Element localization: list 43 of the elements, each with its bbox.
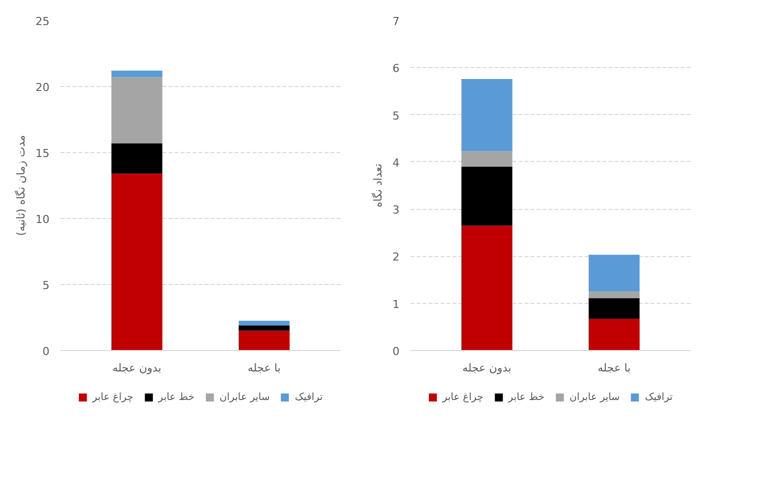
y-tick-label: 0 [42, 345, 50, 358]
y-tick-label: 20 [36, 81, 50, 94]
bar [238, 330, 290, 350]
y-axis-title: مدت زمان نگاه (ثانیه) [14, 135, 28, 236]
legend-label: خط عابر [158, 391, 194, 403]
legend-label: ترافیک [294, 391, 323, 403]
y-tick-label: 6 [392, 62, 400, 76]
bar [461, 78, 512, 152]
legend-label: ترافیک [644, 391, 673, 403]
bar [461, 151, 512, 167]
y-axis-title: تعداد نگاه [372, 164, 384, 208]
x-tick-label: بدون عجله [112, 362, 162, 374]
y-tick-label: 7 [392, 15, 400, 28]
bar [461, 166, 512, 226]
bar [111, 143, 162, 174]
bar [238, 325, 290, 331]
y-tick-label: 1 [392, 298, 400, 311]
y-tick-label: 4 [392, 156, 400, 170]
x-tick-label: با عجله [248, 362, 281, 374]
legend-label: خط عابر [508, 391, 544, 403]
bar [588, 292, 640, 298]
bar [238, 320, 290, 326]
legend-label: چراغ عابر [442, 391, 484, 403]
y-tick-label: 3 [392, 204, 400, 217]
y-tick-label: 5 [42, 279, 50, 292]
bar [461, 226, 512, 350]
y-tick-label: 25 [36, 15, 50, 28]
bar [588, 298, 640, 319]
y-tick-label: 2 [392, 250, 400, 264]
y-tick-label: 5 [392, 109, 400, 122]
legend-label: چراغ عابر [92, 391, 134, 403]
y-tick-label: 15 [36, 147, 50, 160]
legend-label: سایر عابران [569, 391, 620, 403]
x-tick-label: با عجله [598, 362, 631, 374]
y-tick-label: 0 [392, 345, 400, 358]
y-tick-label: 10 [36, 213, 50, 226]
bar [111, 70, 162, 78]
bar [588, 254, 640, 292]
x-tick-label: بدون عجله [462, 362, 512, 374]
bar [588, 318, 640, 350]
legend-label: سایر عابران [219, 391, 270, 403]
bar [111, 77, 162, 144]
bar [111, 174, 162, 350]
